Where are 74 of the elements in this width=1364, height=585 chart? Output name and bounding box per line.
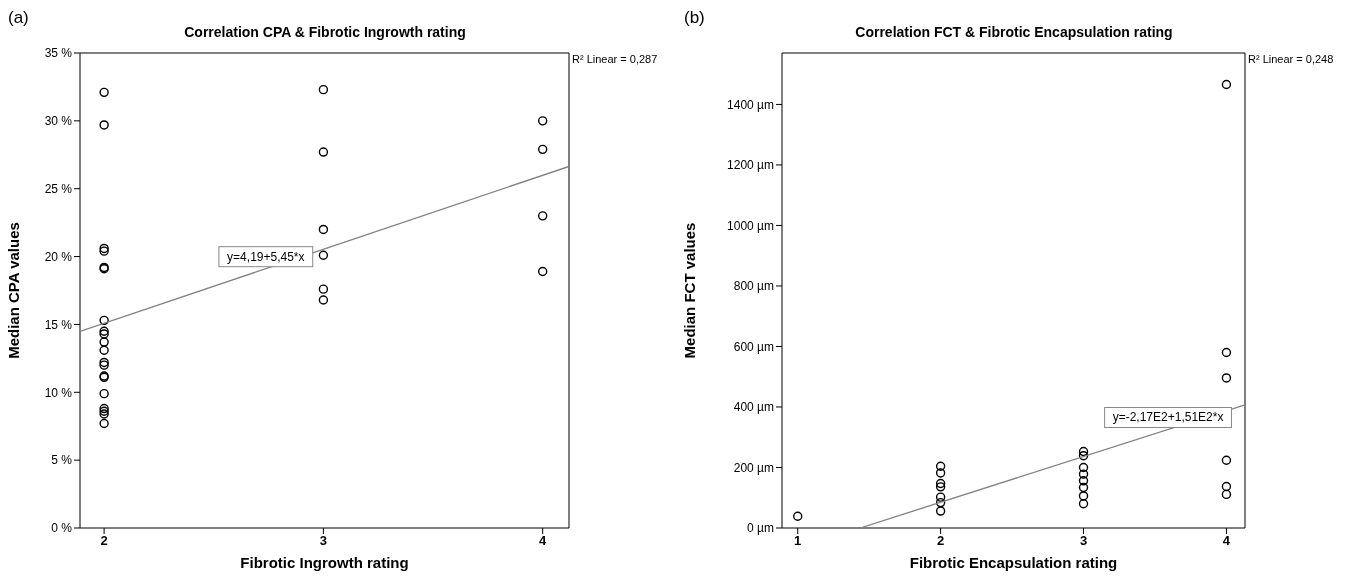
point xyxy=(1221,455,1232,465)
y-tick-label: 35 % xyxy=(44,46,73,61)
y-tick-label: 15 % xyxy=(44,317,73,332)
y-tick-label: 0 µm xyxy=(747,521,774,536)
x-tick-label: 2 xyxy=(937,533,945,549)
y-tick-label: 30 % xyxy=(44,114,73,129)
point xyxy=(537,116,548,126)
point xyxy=(99,337,109,347)
y-tick-label: 800 µm xyxy=(733,279,774,294)
point xyxy=(935,492,946,502)
point xyxy=(1078,462,1089,473)
point xyxy=(1078,450,1089,461)
point xyxy=(1221,489,1232,500)
y-tick-label: 600 µm xyxy=(733,339,774,354)
chart-title: Correlation CPA & Fibrotic Ingrowth rating xyxy=(183,24,467,40)
y-tick-label: 1000 µm xyxy=(727,218,774,233)
point xyxy=(318,284,329,294)
point xyxy=(1078,482,1089,493)
point xyxy=(537,144,548,155)
point xyxy=(935,468,946,478)
x-axis-title: Fibrotic Ingrowth rating xyxy=(240,554,409,571)
point xyxy=(935,482,946,492)
y-axis-title: Median CPA values xyxy=(5,222,23,359)
y-tick-label: 1200 µm xyxy=(727,158,774,173)
point xyxy=(935,506,946,516)
point xyxy=(537,211,548,221)
x-tick-label: 2 xyxy=(100,533,108,549)
text: R² Linear = 0,248 xyxy=(1248,53,1334,65)
annotation: y=4,19+5,45*x xyxy=(227,249,305,264)
point xyxy=(99,87,109,98)
point xyxy=(99,345,109,355)
text: (a) xyxy=(8,8,29,28)
point xyxy=(1078,446,1089,457)
text: (b) xyxy=(684,8,705,28)
y-tick-label: 200 µm xyxy=(733,460,774,475)
point xyxy=(1221,347,1232,358)
x-tick-label: 1 xyxy=(794,533,802,549)
y-tick-label: 0 % xyxy=(51,521,73,536)
point xyxy=(318,147,329,157)
point xyxy=(537,266,548,277)
point xyxy=(99,388,109,399)
point xyxy=(318,295,329,305)
point xyxy=(935,497,946,508)
x-tick-label: 3 xyxy=(319,533,328,549)
point xyxy=(1078,476,1089,486)
point xyxy=(793,511,803,521)
x-tick-label: 4 xyxy=(1222,533,1231,549)
x-tick-label: 3 xyxy=(1079,533,1088,549)
point xyxy=(935,478,946,489)
y-axis-title: Median FCT values xyxy=(681,222,699,359)
y-tick-label: 400 µm xyxy=(733,400,774,415)
point xyxy=(1221,373,1232,383)
y-tick-label: 10 % xyxy=(44,385,73,400)
point xyxy=(318,84,329,95)
y-tick-label: 5 % xyxy=(51,453,73,468)
point xyxy=(318,250,329,260)
point xyxy=(318,224,329,235)
point xyxy=(99,418,109,429)
point xyxy=(1221,79,1232,90)
point xyxy=(1078,469,1089,479)
point xyxy=(1221,481,1232,492)
point xyxy=(99,120,109,130)
point xyxy=(1078,499,1089,509)
y-tick-label: 1400 µm xyxy=(727,97,774,112)
point xyxy=(935,461,946,471)
chart-title: Correlation FCT & Fibrotic Encapsulation rating xyxy=(854,24,1174,40)
point xyxy=(1078,491,1089,501)
y-tick-label: 25 % xyxy=(44,181,73,196)
annotation: y=-2,17E2+1,51E2*x xyxy=(1112,410,1224,425)
y-tick-label: 20 % xyxy=(44,249,73,264)
point xyxy=(99,315,109,326)
text: R² Linear = 0,287 xyxy=(572,53,658,65)
x-axis-title: Fibrotic Encapsulation rating xyxy=(909,554,1118,571)
x-tick-label: 4 xyxy=(539,533,548,549)
